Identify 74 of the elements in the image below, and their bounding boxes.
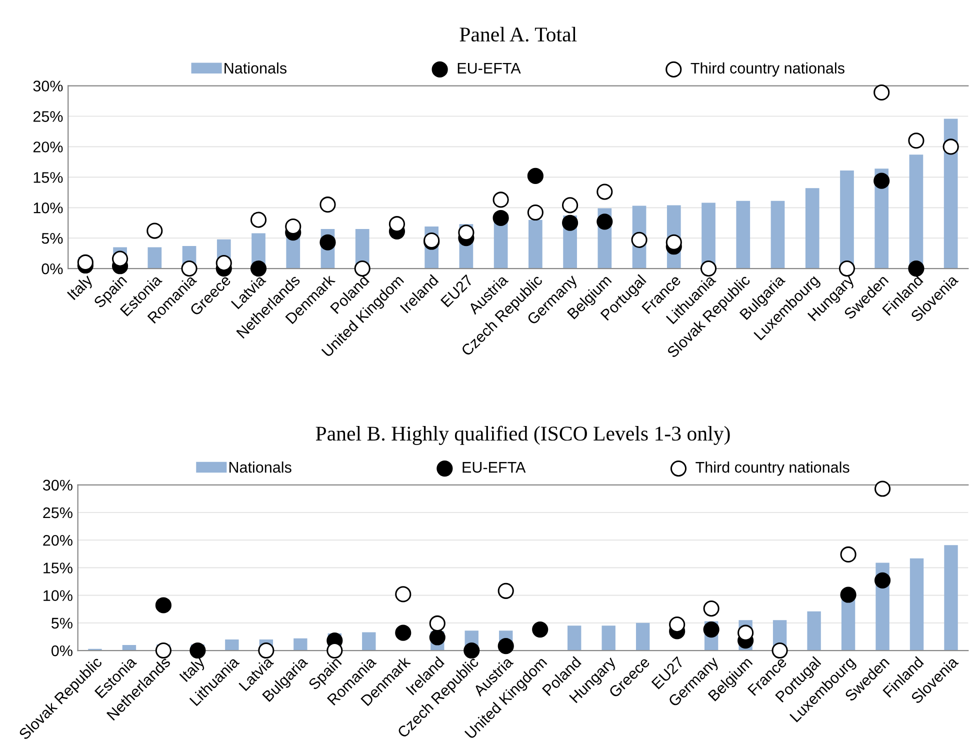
point [596,214,613,230]
point [498,638,514,654]
y-tick-label: 30% [33,80,63,92]
point [354,260,370,277]
legend-label: Third country nationals [690,62,844,77]
point [942,138,959,155]
bar [805,188,820,269]
y-tick-label: 5% [52,618,72,629]
point [492,210,509,226]
legend-label: Nationals [229,461,292,473]
y-tick-label: 0% [42,263,63,274]
point [429,629,446,646]
point [320,234,336,250]
y-tick-label: 0% [51,645,72,656]
bar [148,247,162,269]
point [77,254,94,271]
point [700,260,717,277]
point [838,260,856,277]
bar [602,626,616,651]
point [703,621,720,638]
point [112,250,128,267]
bar [225,639,239,651]
point [527,168,544,184]
bar [362,632,376,651]
point [190,642,206,659]
legend-label: EU-EFTA [462,462,526,473]
point [562,214,578,231]
point [395,624,412,641]
point [738,624,754,641]
point [181,260,198,277]
y-tick-label: 10% [34,202,63,214]
bar [636,622,650,651]
point [326,642,343,659]
point [285,218,302,235]
y-tick-label: 15% [44,562,72,574]
point [458,224,474,241]
chart-title: Panel B. Highly qualified (ISCO Levels 1-3 only) [316,426,730,445]
point [258,642,274,659]
bar [528,220,542,269]
point [155,642,172,659]
y-tick-label: 10% [44,590,72,601]
bar [568,626,582,651]
y-tick-label: 20% [43,534,72,546]
point [666,234,682,250]
bar [910,558,924,651]
bar [807,611,821,651]
y-tick-label: 20% [33,142,63,152]
y-tick-label: 30% [42,480,72,491]
chart-title: Panel A. Total [460,26,577,42]
legend-label: Third country nationals [696,461,850,476]
point [532,621,548,638]
point [840,586,856,603]
point [631,232,648,248]
y-tick-label: 25% [33,111,63,122]
point [464,642,480,659]
point [669,616,686,633]
legend-label: Nationals [224,62,286,74]
bar [770,200,785,269]
y-tick-label: 25% [43,507,72,518]
point [155,597,172,614]
x-tick-label: Italy [66,273,96,302]
bar [294,638,308,651]
bar [944,545,958,651]
point [874,572,891,588]
point [388,216,406,232]
bar [736,200,750,269]
point [908,260,924,277]
point [874,172,890,189]
bar [944,118,958,269]
y-tick-label: 5% [42,233,63,244]
legend-label: EU-EFTA [458,62,521,74]
point [216,255,232,272]
point [250,260,267,277]
y-tick-label: 15% [34,172,63,183]
